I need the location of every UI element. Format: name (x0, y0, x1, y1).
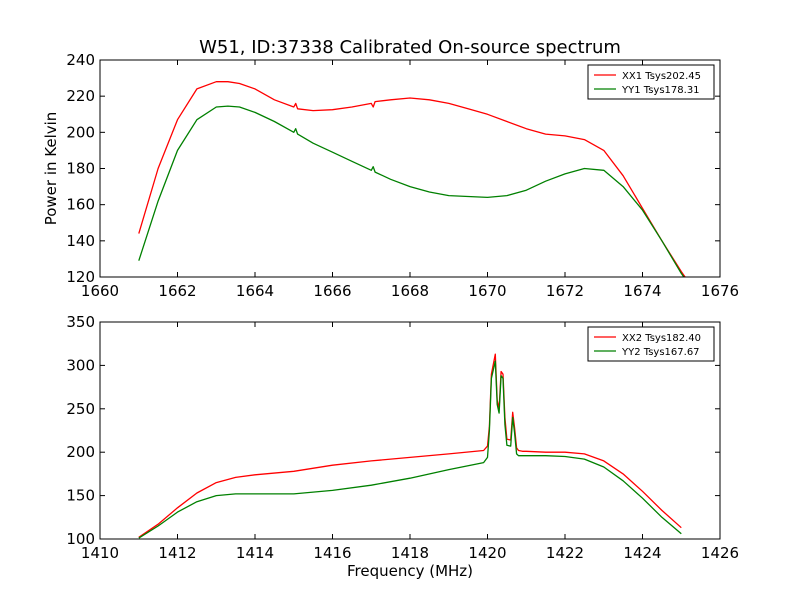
legend-label: XX1 Tsys202.45 (622, 71, 701, 82)
x-tick-label: 1670 (468, 282, 506, 300)
y-tick-label: 160 (66, 196, 95, 214)
x-tick-label: 1674 (623, 282, 661, 300)
x-tick-label: 1676 (701, 282, 739, 300)
plot-panel-2: 1410 1412 1414 1416 1418 1420 1422 1424 1426 100 1… (66, 313, 739, 580)
series-line-2-2 (138, 360, 682, 539)
legend: XX1 Tsys202.45 YY1 Tsys178.31 (587, 64, 715, 100)
y-tick-label: 300 (66, 356, 95, 374)
x-tick-label: 1666 (313, 282, 351, 300)
y-tick-label: 120 (66, 268, 95, 286)
x-tick-label: 1416 (313, 544, 351, 562)
legend: XX2 Tsys182.40 YY2 Tsys167.67 (587, 326, 715, 362)
x-tick-label: 1672 (546, 282, 584, 300)
y-tick-label: 100 (66, 530, 95, 548)
x-axis-title: Frequency (MHz) (347, 562, 473, 580)
series-line-1-2 (138, 105, 685, 277)
x-tick-label: 1414 (236, 544, 274, 562)
legend-label: YY1 Tsys178.31 (621, 85, 700, 96)
x-tick-label: 1660 (81, 282, 119, 300)
y-tick-label: 220 (66, 87, 95, 105)
y-tick-label: 250 (66, 400, 95, 418)
x-tick-label: 1410 (81, 544, 119, 562)
x-tick-label: 1662 (158, 282, 196, 300)
y-tick-label: 150 (66, 487, 95, 505)
x-tick-label: 1426 (701, 544, 739, 562)
x-tick-label: 1422 (546, 544, 584, 562)
y-axis-title: Power in Kelvin (42, 112, 60, 226)
series-line-1-1 (138, 81, 686, 277)
y-tick-label: 240 (66, 51, 95, 69)
x-tick-label: 1668 (391, 282, 429, 300)
x-tick-label: 1664 (236, 282, 274, 300)
y-tick-label: 200 (66, 443, 95, 461)
y-tick-label: 140 (66, 232, 95, 250)
legend-label: YY2 Tsys167.67 (621, 347, 700, 358)
y-tick-label: 180 (66, 160, 95, 178)
legend-label: XX2 Tsys182.40 (622, 333, 701, 344)
legend-box (587, 64, 715, 100)
plots-container: 1660 1662 1664 1666 1668 1670 1672 1674 1676 120 1… (42, 51, 739, 580)
x-tick-label: 1412 (158, 544, 196, 562)
x-tick-label: 1418 (391, 544, 429, 562)
x-tick-label: 1420 (468, 544, 506, 562)
y-tick-label: 350 (66, 313, 95, 331)
chart-title: W51, ID:37338 Calibrated On-source spect… (199, 37, 621, 58)
legend-box (587, 326, 715, 362)
x-tick-label: 1424 (623, 544, 661, 562)
plot-panel-1: 1660 1662 1664 1666 1668 1670 1672 1674 1676 120 1… (42, 51, 739, 300)
y-tick-label: 200 (66, 123, 95, 141)
